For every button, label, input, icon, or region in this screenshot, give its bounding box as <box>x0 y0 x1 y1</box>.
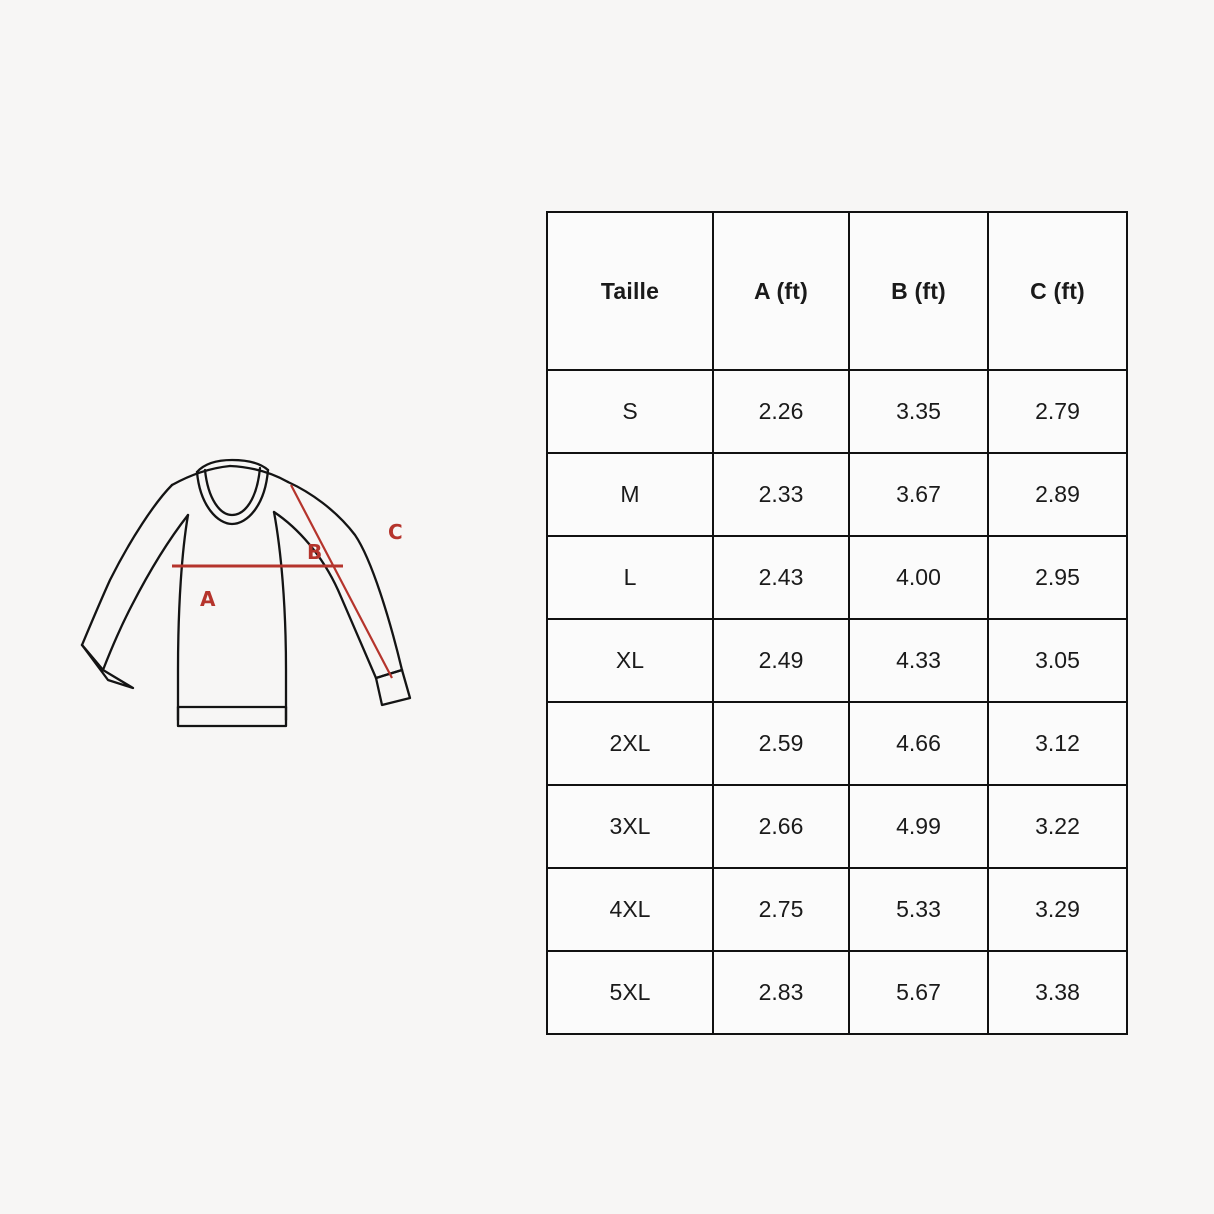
cell-a: 2.26 <box>712 369 850 454</box>
cell-b: 5.67 <box>848 950 989 1035</box>
table-row: L 2.43 4.00 2.95 <box>546 535 1128 620</box>
cell-size: XL <box>546 618 714 703</box>
cell-a: 2.43 <box>712 535 850 620</box>
cell-c: 3.05 <box>987 618 1128 703</box>
cell-b: 5.33 <box>848 867 989 952</box>
table-row: 2XL 2.59 4.66 3.12 <box>546 701 1128 786</box>
cell-b: 3.35 <box>848 369 989 454</box>
cell-c: 2.89 <box>987 452 1128 537</box>
measure-label-b: B <box>307 540 323 564</box>
cell-a: 2.66 <box>712 784 850 869</box>
cell-c: 2.79 <box>987 369 1128 454</box>
garment-diagram: A B C <box>60 430 480 770</box>
cell-b: 4.33 <box>848 618 989 703</box>
table-row: 4XL 2.75 5.33 3.29 <box>546 867 1128 952</box>
table-row: S 2.26 3.35 2.79 <box>546 369 1128 454</box>
column-header-taille: Taille <box>546 211 714 371</box>
cell-c: 3.22 <box>987 784 1128 869</box>
column-header-a: A (ft) <box>712 211 850 371</box>
measure-label-c: C <box>388 520 403 544</box>
cell-a: 2.33 <box>712 452 850 537</box>
table-row: XL 2.49 4.33 3.05 <box>546 618 1128 703</box>
cell-size: 5XL <box>546 950 714 1035</box>
cell-b: 4.00 <box>848 535 989 620</box>
cell-c: 2.95 <box>987 535 1128 620</box>
cell-c: 3.12 <box>987 701 1128 786</box>
cell-a: 2.83 <box>712 950 850 1035</box>
measure-line-c <box>290 484 393 679</box>
cell-b: 4.66 <box>848 701 989 786</box>
cell-c: 3.29 <box>987 867 1128 952</box>
cell-a: 2.75 <box>712 867 850 952</box>
table-row: 3XL 2.66 4.99 3.22 <box>546 784 1128 869</box>
cell-size: 2XL <box>546 701 714 786</box>
cell-b: 4.99 <box>848 784 989 869</box>
table-header-row: Taille A (ft) B (ft) C (ft) <box>546 211 1128 371</box>
size-chart-table: Taille A (ft) B (ft) C (ft) S 2.26 3.35 … <box>546 211 1128 1035</box>
cell-size: 3XL <box>546 784 714 869</box>
cell-size: 4XL <box>546 867 714 952</box>
column-header-b: B (ft) <box>848 211 989 371</box>
cell-size: L <box>546 535 714 620</box>
cell-a: 2.49 <box>712 618 850 703</box>
size-chart-container: Taille A (ft) B (ft) C (ft) S 2.26 3.35 … <box>546 211 1128 1035</box>
cell-size: S <box>546 369 714 454</box>
measure-label-a: A <box>200 587 216 611</box>
table-row: 5XL 2.83 5.67 3.38 <box>546 950 1128 1035</box>
cell-a: 2.59 <box>712 701 850 786</box>
cell-b: 3.67 <box>848 452 989 537</box>
cell-c: 3.38 <box>987 950 1128 1035</box>
cell-size: M <box>546 452 714 537</box>
table-row: M 2.33 3.67 2.89 <box>546 452 1128 537</box>
column-header-c: C (ft) <box>987 211 1128 371</box>
